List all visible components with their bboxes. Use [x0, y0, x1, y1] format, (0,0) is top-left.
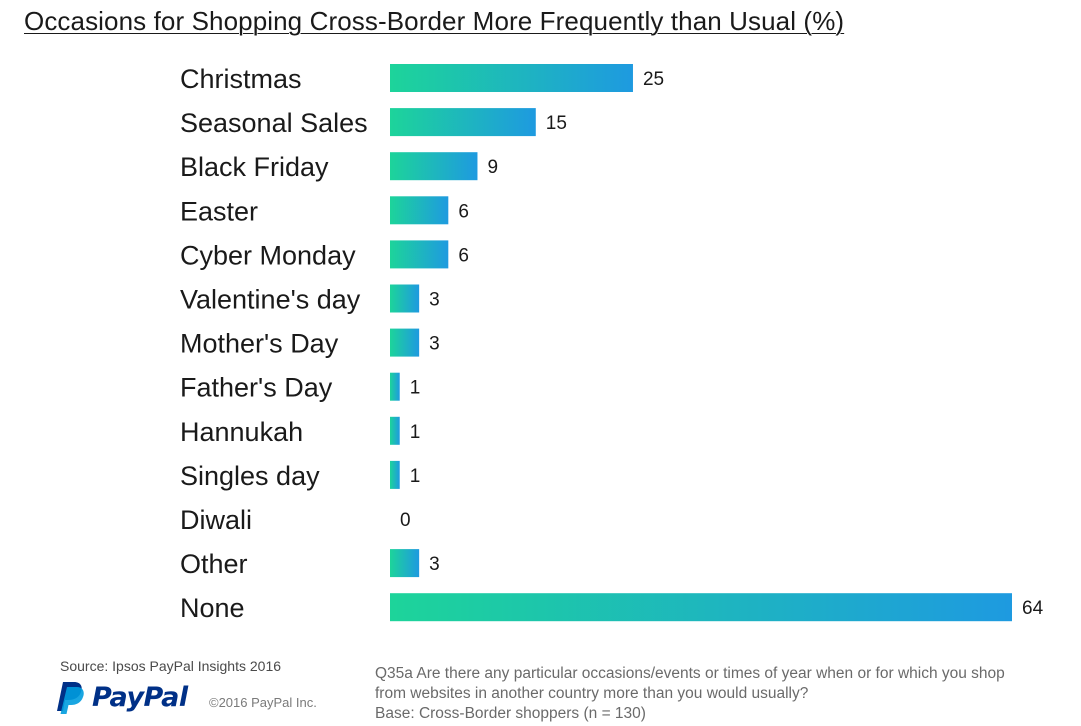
value-label: 3 [429, 334, 440, 355]
value-label: 15 [546, 113, 567, 134]
category-label: Valentine's day [180, 285, 361, 315]
category-label: Black Friday [180, 152, 329, 182]
value-label: 0 [400, 510, 411, 531]
bar [390, 549, 420, 578]
category-label: None [180, 593, 245, 623]
bar [390, 372, 400, 401]
question-note: Q35a Are there any particular occasions/… [375, 664, 1005, 724]
value-label: 25 [643, 69, 664, 90]
bar [390, 328, 420, 357]
bar [390, 240, 449, 269]
base-line: Base: Cross-Border shoppers (n = 130) [375, 705, 646, 722]
category-label: Hannukah [180, 417, 303, 447]
value-label: 9 [487, 157, 498, 178]
chart-title: Occasions for Shopping Cross-Border More… [24, 6, 845, 36]
bar [390, 152, 478, 181]
bar [390, 416, 400, 445]
paypal-icon [57, 682, 84, 714]
source-note: Source: Ipsos PayPal Insights 2016 [60, 658, 282, 674]
bars-layer: Christmas 25 Seasonal Sales 15 Black Friday 9… [180, 64, 1044, 623]
category-label: Diwali [180, 505, 252, 535]
category-label: Easter [180, 196, 258, 226]
bar [390, 196, 449, 225]
category-label: Father's Day [180, 373, 333, 403]
question-line-2: from websites in another country more th… [375, 685, 809, 702]
bar [390, 593, 1012, 622]
question-line-1: Q35a Are there any particular occasions/… [375, 665, 1005, 682]
value-label: 6 [458, 245, 469, 266]
category-label: Singles day [180, 461, 320, 491]
value-label: 64 [1022, 598, 1044, 619]
category-label: Mother's Day [180, 329, 339, 359]
bar [390, 108, 536, 137]
category-label: Christmas [180, 64, 302, 94]
category-label: Seasonal Sales [180, 108, 368, 138]
value-label: 6 [458, 201, 469, 222]
bar [390, 460, 400, 489]
bar-chart: Christmas 25 Seasonal Sales 15 Black Friday 9… [180, 64, 1044, 623]
value-label: 3 [429, 290, 440, 311]
copyright-note: ©2016 PayPal Inc. [209, 695, 317, 710]
value-label: 1 [410, 378, 421, 399]
bar [390, 284, 420, 313]
category-label: Cyber Monday [180, 240, 356, 270]
paypal-wordmark: PayPal [92, 681, 188, 713]
value-label: 1 [410, 466, 421, 487]
paypal-logo: PayPal [54, 680, 188, 714]
category-label: Other [180, 549, 248, 579]
value-label: 1 [410, 422, 421, 443]
value-label: 3 [429, 554, 440, 575]
bar [390, 64, 633, 92]
